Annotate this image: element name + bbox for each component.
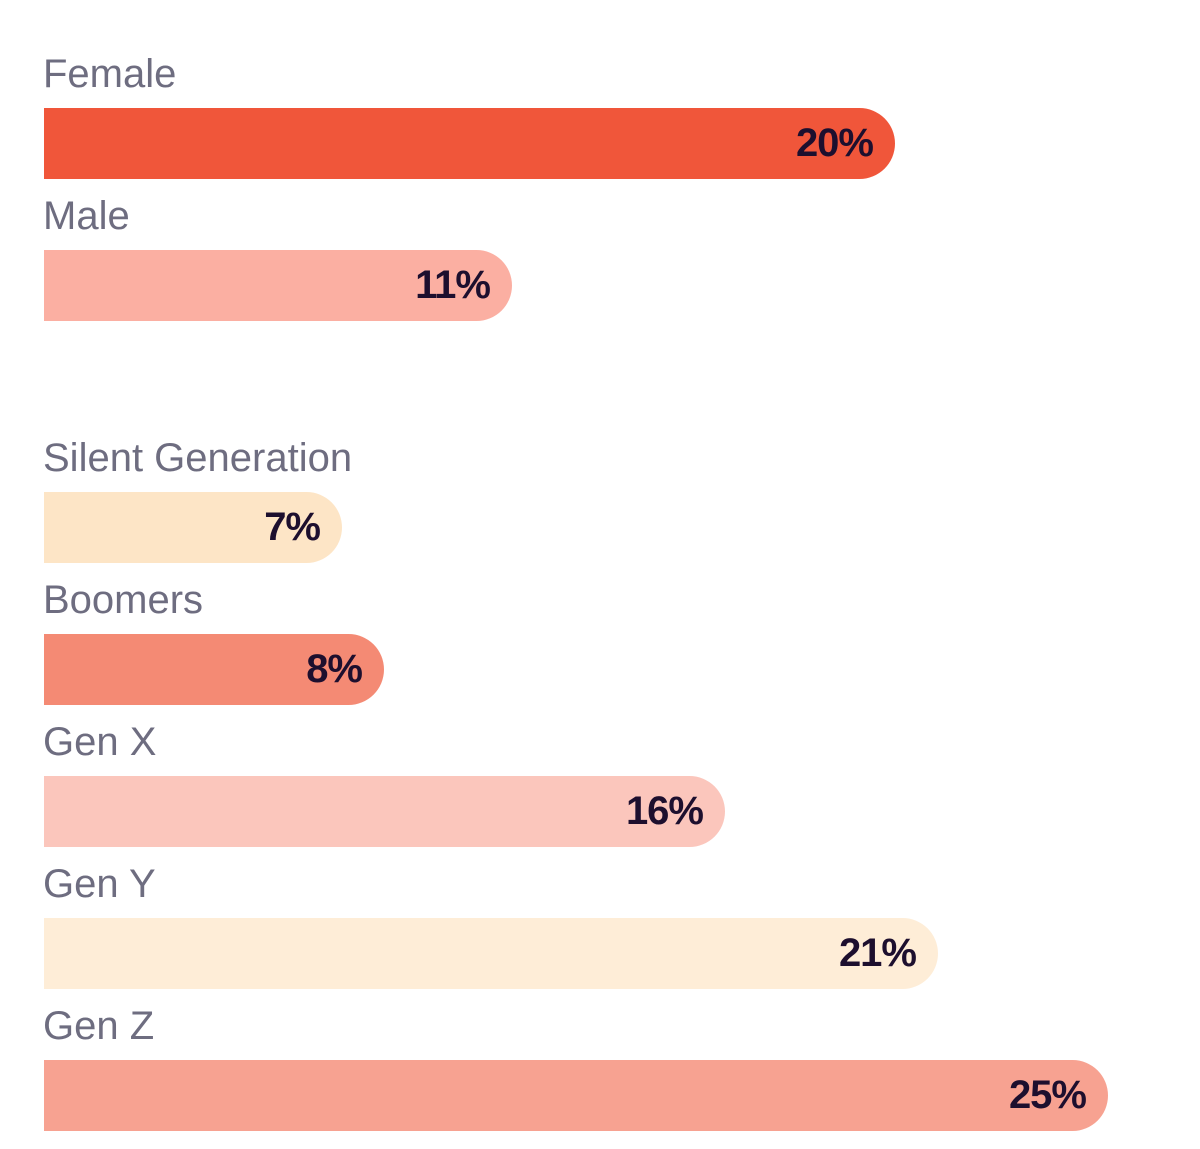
bar: 20%: [44, 108, 895, 179]
bar: 16%: [44, 776, 725, 847]
category-label: Gen Y: [43, 862, 156, 906]
category-label: Male: [43, 194, 130, 238]
category-label: Silent Generation: [43, 436, 353, 480]
bar: 8%: [44, 634, 384, 705]
bar-row: Gen Z 25%: [0, 1000, 1200, 1142]
bar-row: Silent Generation 7%: [0, 432, 1200, 574]
value-label: 25%: [1008, 1073, 1087, 1117]
category-label: Female: [43, 52, 177, 96]
category-label: Boomers: [43, 578, 204, 622]
bar-row: Gen X 16%: [0, 716, 1200, 858]
bar: 25%: [44, 1060, 1108, 1131]
value-label: 8%: [306, 647, 363, 691]
bar-row: Female 20%: [0, 48, 1200, 190]
value-label: 16%: [625, 789, 704, 833]
bar: 21%: [44, 918, 938, 989]
value-label: 7%: [264, 505, 321, 549]
bar-row: Boomers 8%: [0, 574, 1200, 716]
bar-row: Male 11%: [0, 190, 1200, 332]
bar: 11%: [44, 250, 512, 321]
bar-row: Gen Y 21%: [0, 858, 1200, 1000]
value-label: 11%: [415, 263, 491, 307]
value-label: 20%: [795, 121, 874, 165]
bar: 7%: [44, 492, 342, 563]
category-label: Gen X: [43, 720, 157, 764]
category-label: Gen Z: [43, 1004, 155, 1048]
value-label: 21%: [838, 931, 917, 975]
